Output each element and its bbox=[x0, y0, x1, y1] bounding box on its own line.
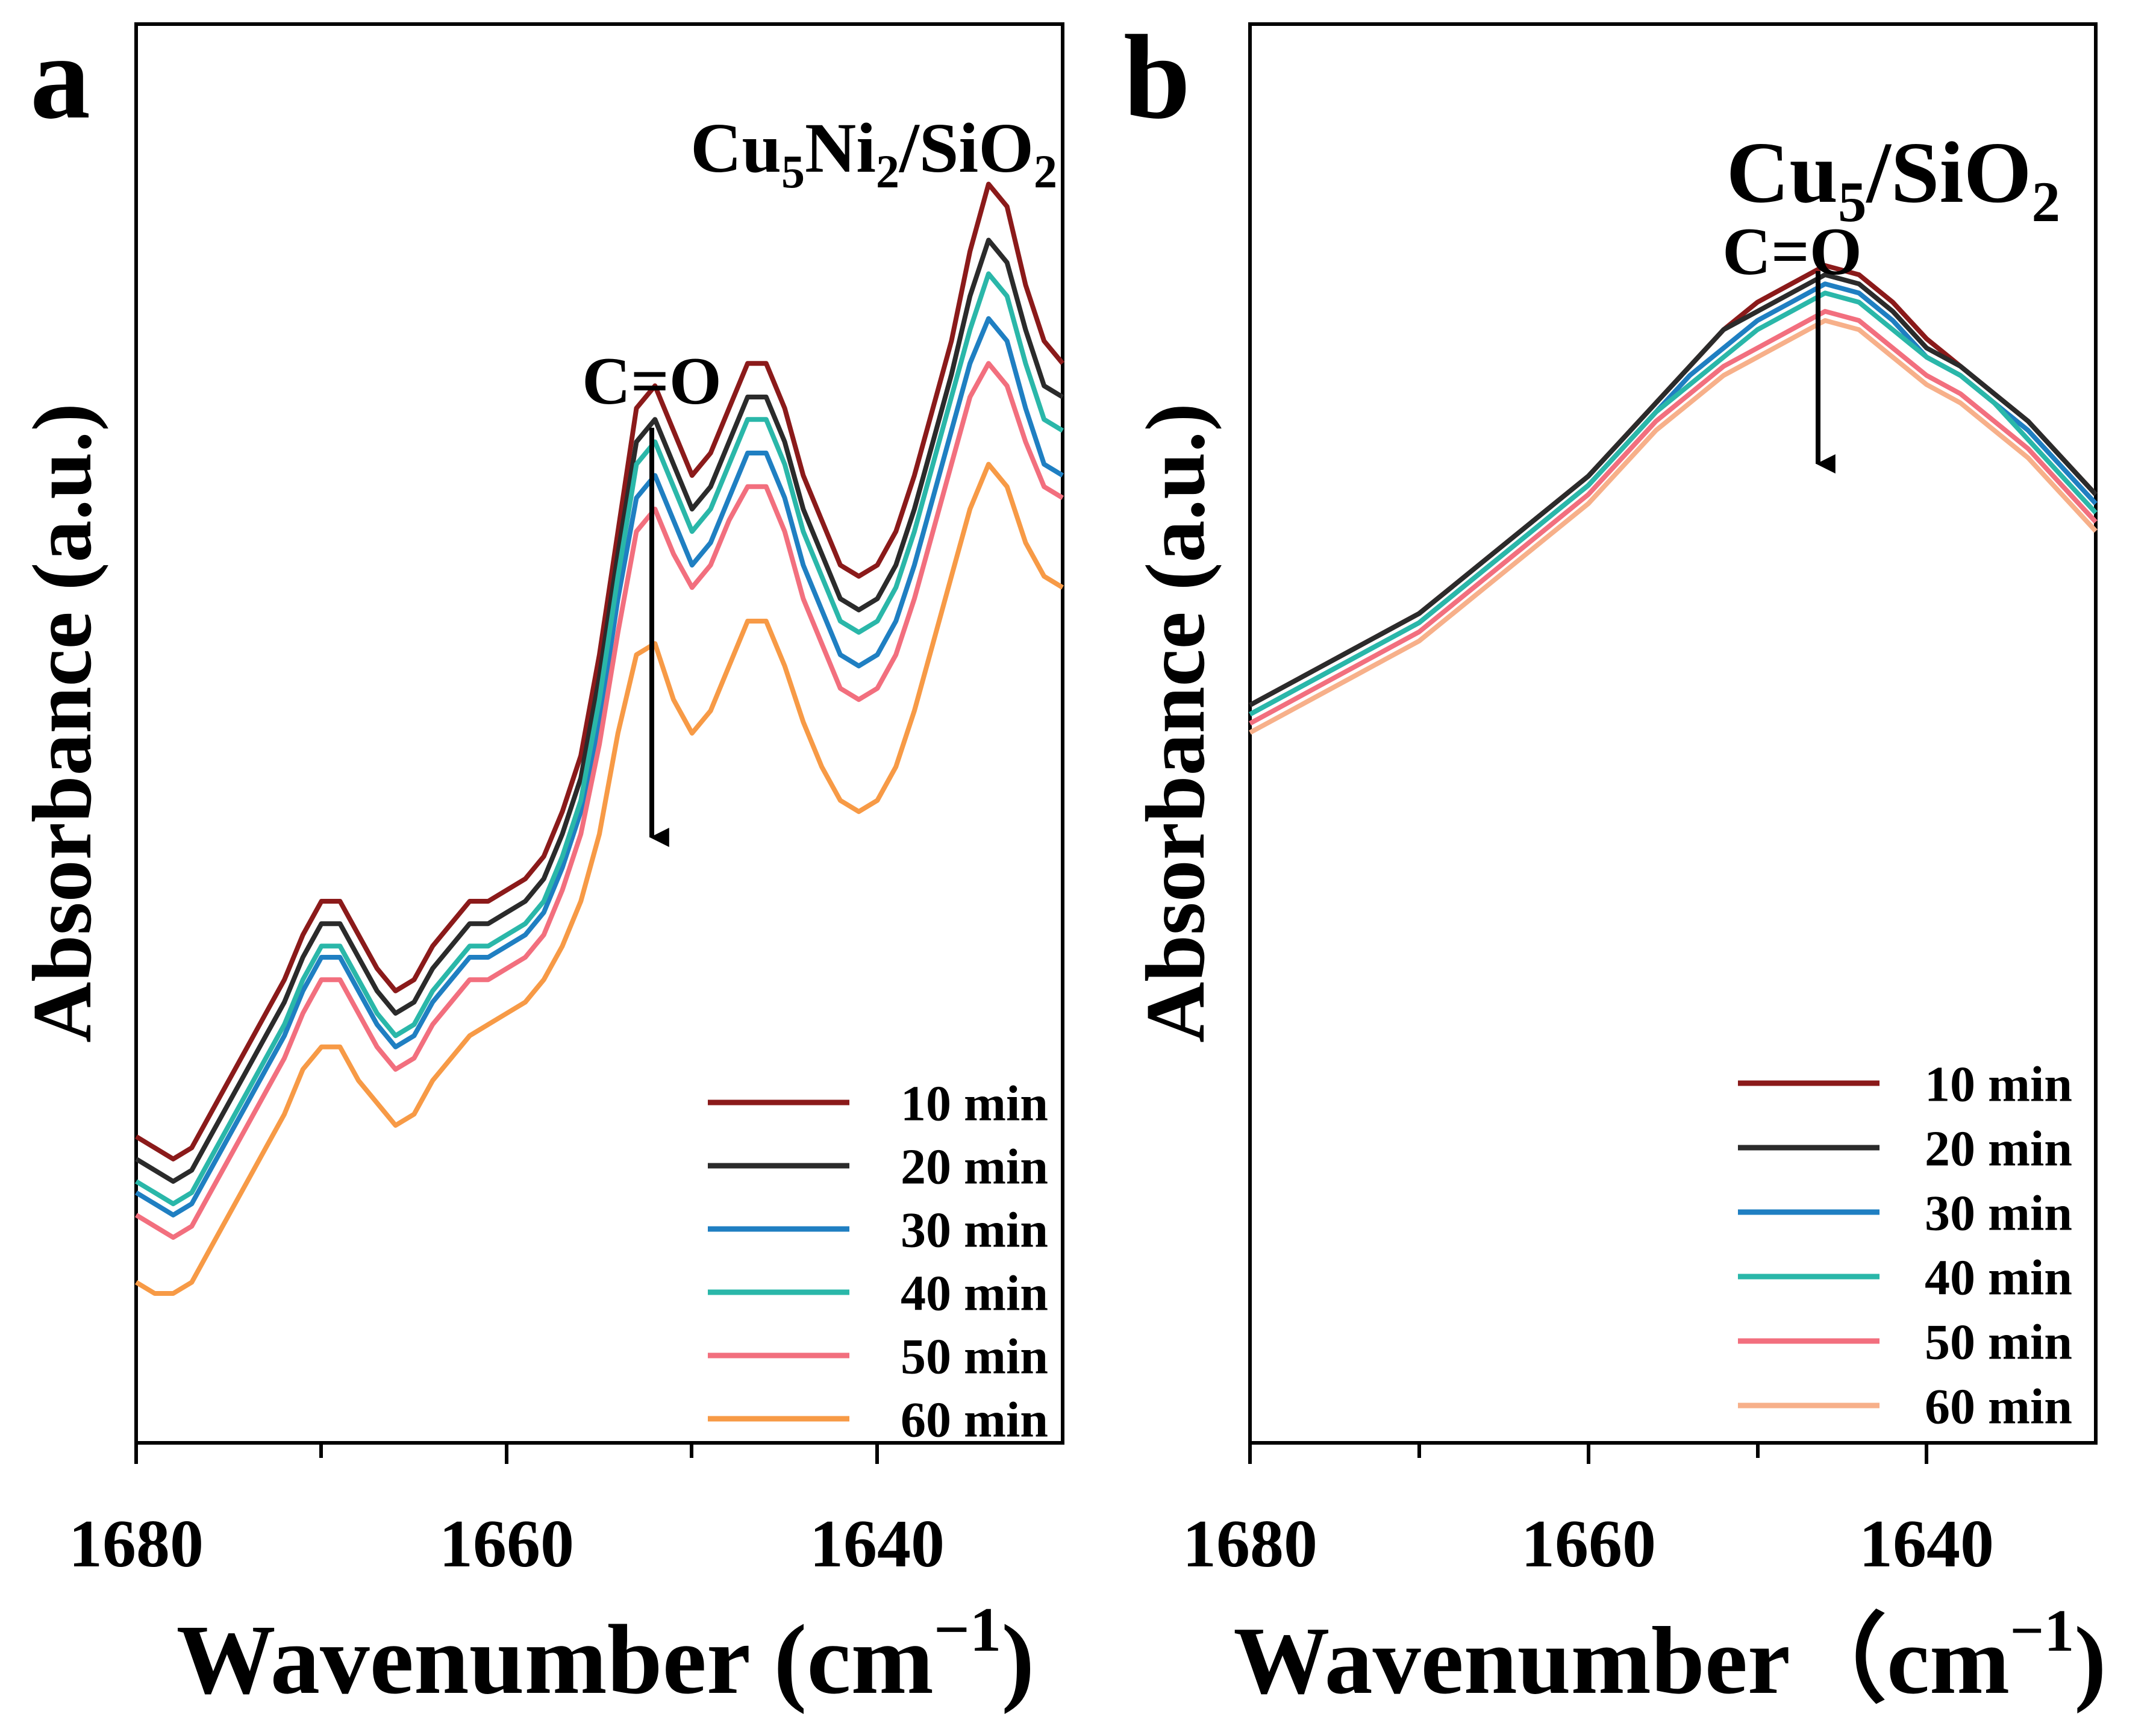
panel-b-series-30-min bbox=[1249, 281, 2098, 717]
panel-a-legend-label-20-min: 20 min bbox=[901, 1139, 1048, 1195]
panel-b-legend-label-60-min: 60 min bbox=[1925, 1378, 2072, 1434]
panel-b-letter: b bbox=[1123, 11, 1190, 144]
panel-a-legend-label-40-min: 40 min bbox=[901, 1265, 1048, 1321]
panel-a-series-10-min bbox=[134, 181, 1065, 1162]
panel-a-legend: 10 min 20 min 30 min 40 min 50 min 60 min bbox=[708, 1075, 1048, 1448]
panel-b-series-50-min bbox=[1249, 308, 2098, 726]
panel-b-axes-frame bbox=[1248, 22, 2098, 1445]
panel-a: a Absorbance (a.u.) Cu5Ni2/SiO2 C=O 1680… bbox=[16, 11, 1065, 1715]
panel-b: b Absorbance (a.u.) Cu5/SiO2 C=O 1680 16… bbox=[1123, 11, 2107, 1714]
panel-a-series-30-min bbox=[134, 316, 1064, 1218]
panel-b-legend-label-50-min: 50 min bbox=[1925, 1314, 2072, 1370]
panel-b-ylabel: Absorbance (a.u.) bbox=[1129, 403, 1222, 1043]
panel-a-axes-frame bbox=[134, 22, 1064, 1445]
panel-a-legend-label-50-min: 50 min bbox=[901, 1328, 1048, 1384]
panel-a-legend-label-30-min: 30 min bbox=[901, 1202, 1048, 1258]
panel-a-ylabel: Absorbance (a.u.) bbox=[16, 403, 109, 1043]
panel-b-series-10-min bbox=[1249, 263, 2098, 707]
panel-a-series-20-min bbox=[134, 237, 1064, 1184]
panel-b-legend-label-30-min: 30 min bbox=[1925, 1185, 2072, 1241]
panel-a-xticks: 1680 1660 1640 bbox=[69, 1443, 945, 1581]
panel-a-xtick-label-1640: 1640 bbox=[810, 1507, 945, 1581]
panel-b-series-60-min bbox=[1249, 318, 2098, 735]
panel-a-series-60-min bbox=[134, 461, 1064, 1296]
panel-b-series-40-min bbox=[1249, 290, 2098, 717]
panel-a-legend-label-10-min: 10 min bbox=[901, 1075, 1048, 1131]
panel-a-series-group bbox=[134, 181, 1065, 1296]
panel-a-legend-label-60-min: 60 min bbox=[901, 1392, 1048, 1448]
panel-a-letter: a bbox=[30, 11, 90, 144]
panel-b-legend-label-10-min: 10 min bbox=[1925, 1056, 2072, 1112]
panel-b-xtick-label-1640: 1640 bbox=[1859, 1507, 1994, 1581]
panel-b-xlabel: Wavenumber（cm−1) bbox=[1233, 1597, 2106, 1714]
panel-b-series-20-min bbox=[1249, 272, 2098, 707]
panel-b-legend-label-40-min: 40 min bbox=[1925, 1249, 2072, 1305]
panel-a-series-40-min bbox=[134, 271, 1064, 1207]
panel-a-series-50-min bbox=[134, 361, 1064, 1240]
panel-a-sample-label: Cu5Ni2/SiO2 bbox=[690, 108, 1057, 198]
panel-b-legend: 10 min 20 min 30 min 40 min 50 min 60 min bbox=[1738, 1056, 2072, 1434]
panel-a-xtick-label-1660: 1660 bbox=[439, 1507, 574, 1581]
panel-b-sample-label: Cu5/SiO2 bbox=[1726, 125, 2060, 234]
panel-b-series-group bbox=[1249, 263, 2098, 735]
panel-b-xticks: 1680 1660 1640 bbox=[1183, 1443, 1994, 1581]
panel-a-co-label: C=O bbox=[582, 344, 722, 419]
panel-b-xtick-label-1680: 1680 bbox=[1183, 1507, 1317, 1581]
panel-a-xtick-label-1680: 1680 bbox=[69, 1507, 204, 1581]
panel-b-co-label: C=O bbox=[1722, 214, 1862, 289]
panel-a-xlabel: Wavenumber (cm−1) bbox=[177, 1594, 1035, 1715]
panel-b-legend-label-20-min: 20 min bbox=[1925, 1121, 2072, 1177]
panel-b-xtick-label-1660: 1660 bbox=[1521, 1507, 1656, 1581]
